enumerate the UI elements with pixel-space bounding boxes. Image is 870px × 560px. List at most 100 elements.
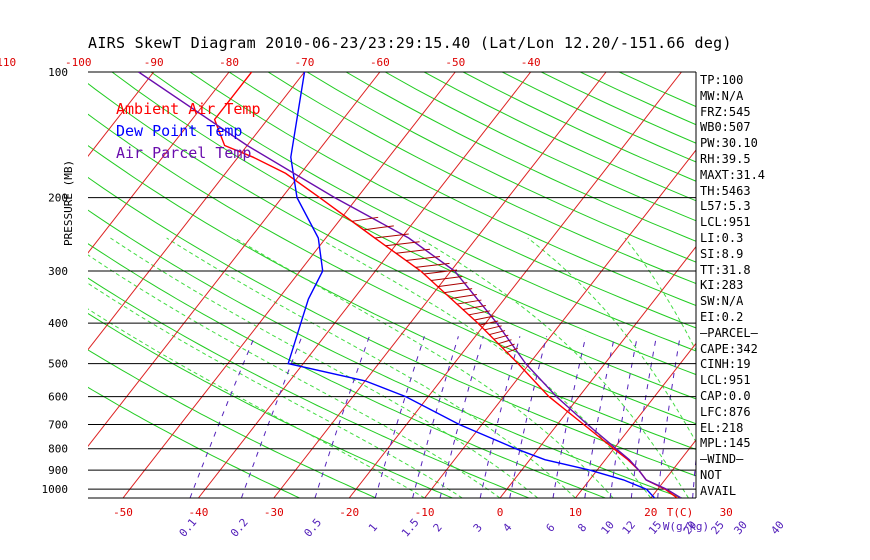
mixing-ratio-tick-label: 15: [646, 519, 664, 538]
cape-hatch-line: [395, 248, 431, 254]
mixing-ratio-line: [479, 336, 521, 498]
cape-hatch-line: [493, 334, 509, 340]
moist-adiabat-line: [88, 308, 425, 498]
isotherm-line: [273, 72, 607, 498]
mixing-ratio-line: [630, 336, 657, 498]
mixing-ratio-tick-label: 8: [575, 521, 589, 534]
index-item: SI:8.9: [700, 246, 744, 261]
mixing-ratio-line: [609, 336, 638, 498]
pressure-tick-label: 300: [48, 265, 68, 278]
index-item: FRZ:545: [700, 104, 751, 119]
mixing-ratio-line: [240, 336, 303, 498]
index-item: SW:N/A: [700, 294, 744, 309]
index-item: TP:100: [700, 73, 744, 87]
index-item: EI:0.2: [700, 310, 744, 324]
index-item: NOT: [700, 468, 722, 482]
index-item: TT:31.8: [700, 262, 751, 277]
y-axis-label: PRESSURE (MB): [62, 159, 75, 246]
mixing-ratio-tick-label: 0.5: [301, 516, 324, 540]
cape-hatch-line: [468, 310, 491, 316]
mixing-ratio-line: [780, 336, 790, 498]
legend-dew-point-temp: Dew Point Temp: [116, 122, 243, 140]
pressure-tick-label: 600: [48, 391, 68, 404]
cape-hatch-line: [462, 305, 486, 311]
dry-adiabat-line: [111, 72, 696, 376]
isotherm-line: [88, 72, 305, 351]
cape-hatch-line: [444, 288, 473, 294]
bottom-temp-tick-label: 20: [644, 506, 657, 519]
moist-adiabat-line: [419, 237, 689, 498]
pressure-tick-label: 1000: [42, 483, 69, 496]
index-item: —WIND—: [700, 452, 744, 467]
cape-hatch-line: [479, 320, 499, 326]
mixing-ratio-tick-label: 1: [366, 521, 380, 534]
isotherm-line: [88, 72, 381, 448]
bottom-temp-tick-label: -10: [415, 506, 435, 519]
index-item: —PARCEL—: [700, 325, 758, 340]
dry-adiabat-line: [189, 72, 696, 329]
index-item: L57:5.3: [700, 199, 751, 214]
cape-hatch-line: [374, 233, 409, 239]
mixing-ratio-line: [374, 336, 425, 498]
mixing-ratio-tick-label: 0.1: [177, 516, 200, 540]
moist-adiabat-line: [166, 237, 576, 498]
cape-hatch-line: [498, 339, 512, 345]
top-temp-tick-label: -80: [219, 56, 239, 69]
cape-hatch-line: [415, 262, 450, 268]
bottom-temp-tick-label: 10: [569, 506, 582, 519]
isotherm-line: [88, 72, 230, 254]
bottom-temp-tick-label: 0: [497, 506, 504, 519]
mixing-ratio-line: [657, 336, 681, 498]
index-item: CAP:0.0: [700, 389, 751, 403]
cape-hatch-line: [484, 325, 502, 331]
top-temp-tick-label: -60: [370, 56, 390, 69]
dry-adiabat-line: [88, 243, 606, 498]
series-ambient-air-temp: [213, 72, 678, 498]
dry-adiabat-line: [88, 113, 696, 425]
moist-adiabat-line: [88, 282, 463, 498]
isotherm-line: [122, 72, 456, 498]
moist-adiabat-line: [234, 237, 614, 498]
cape-hatch-line: [363, 225, 394, 231]
dry-adiabat-line: [501, 72, 696, 163]
cape-hatch-line: [489, 330, 506, 336]
top-temp-tick-label: -110: [0, 56, 16, 69]
legend-ambient-air-temp: Ambient Air Temp: [116, 100, 261, 118]
pressure-tick-label: 900: [48, 464, 68, 477]
moist-adiabat-line: [527, 237, 696, 443]
dry-adiabat-line: [88, 82, 696, 400]
mixing-ratio-tick-label: 30: [731, 519, 749, 538]
isotherm-line: [0, 72, 78, 498]
index-item: CINH:19: [700, 357, 751, 372]
top-temp-tick-label: -50: [445, 56, 465, 69]
isotherm-line: [802, 72, 870, 498]
index-item: PW:30.10: [700, 136, 758, 151]
cape-hatch-line: [405, 255, 440, 261]
moist-adiabat-line: [318, 237, 652, 498]
bottom-temp-tick-label: 30: [720, 506, 733, 519]
isotherm-line: [0, 72, 3, 498]
index-item: LCL:951: [700, 373, 751, 388]
dry-adiabat-line: [88, 349, 377, 498]
chart-title: AIRS SkewT Diagram 2010-06-23/23:29:15.4…: [88, 34, 732, 52]
pressure-tick-label: 500: [48, 358, 68, 371]
cape-hatch-line: [430, 275, 463, 281]
dry-adiabat-line: [88, 312, 453, 498]
cape-hatch-line: [456, 299, 482, 305]
legend-air-parcel-temp: Air Parcel Temp: [116, 144, 252, 162]
mixing-ratio-unit-label: W(g/kg): [663, 520, 709, 533]
top-temp-tick-label: -70: [295, 56, 315, 69]
top-temp-tick-label: -100: [65, 56, 92, 69]
dry-adiabat-line: [423, 72, 696, 202]
mixing-ratio-line: [314, 336, 370, 498]
mixing-ratio-tick-label: 2: [431, 521, 445, 534]
mixing-ratio-tick-label: 3: [471, 521, 485, 534]
cape-hatch-line: [437, 282, 468, 288]
index-item: MW:N/A: [700, 88, 744, 103]
index-item: KI:283: [700, 278, 744, 293]
cape-hatch-line: [506, 347, 518, 353]
mixing-ratio-line: [552, 336, 587, 498]
isotherm-line: [88, 72, 155, 158]
index-item: WB0:507: [700, 120, 751, 135]
